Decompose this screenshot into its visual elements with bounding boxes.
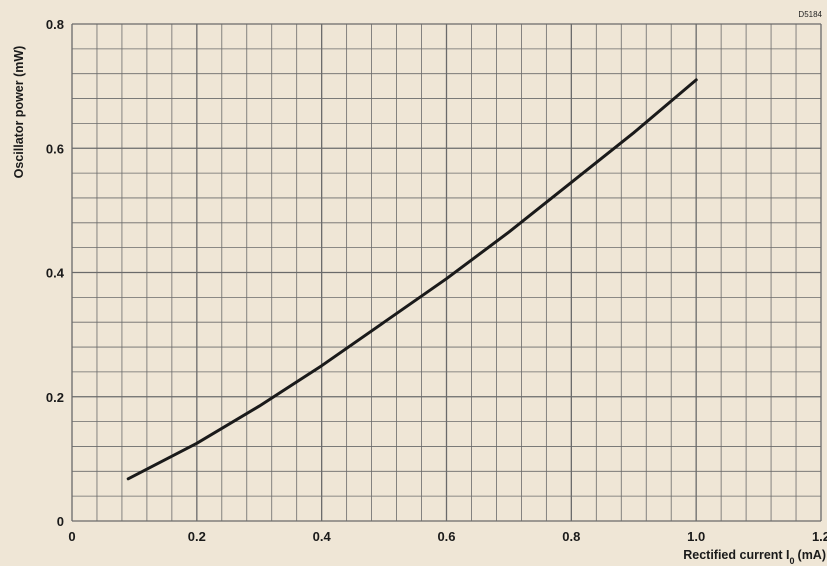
y-tick-label: 0.4: [46, 266, 65, 281]
x-axis-label-unit: (mA): [798, 548, 826, 562]
x-tick-label: 1.2: [812, 529, 827, 544]
series-line: [126, 78, 698, 481]
grid: [71, 23, 822, 522]
x-tick-label: 0.6: [437, 529, 455, 544]
x-tick-label: 0: [68, 529, 75, 544]
tick-labels: 0 0.2 0.4 0.6 0.8 1.0 1.2 0 0.2 0.4 0.6 0.8: [46, 17, 827, 544]
y-tick-label: 0.6: [46, 141, 64, 156]
y-tick-label: 0: [57, 514, 64, 529]
x-tick-label: 0.2: [188, 529, 206, 544]
x-axis-label-main: Rectified current I: [683, 548, 789, 562]
x-tick-label: 0.8: [562, 529, 580, 544]
x-tick-label: 0.4: [313, 529, 332, 544]
y-tick-label: 0.8: [46, 17, 64, 32]
y-axis-label: Oscillator power (mW): [12, 46, 26, 179]
x-axis-label-subscript: 0: [790, 556, 795, 566]
curve-layer: [126, 78, 698, 481]
y-tick-label: 0.2: [46, 390, 64, 405]
x-tick-label: 1.0: [687, 529, 705, 544]
figure-reference: D5184: [798, 10, 822, 19]
x-axis-label: Rectified current I0 (mA): [683, 548, 826, 566]
